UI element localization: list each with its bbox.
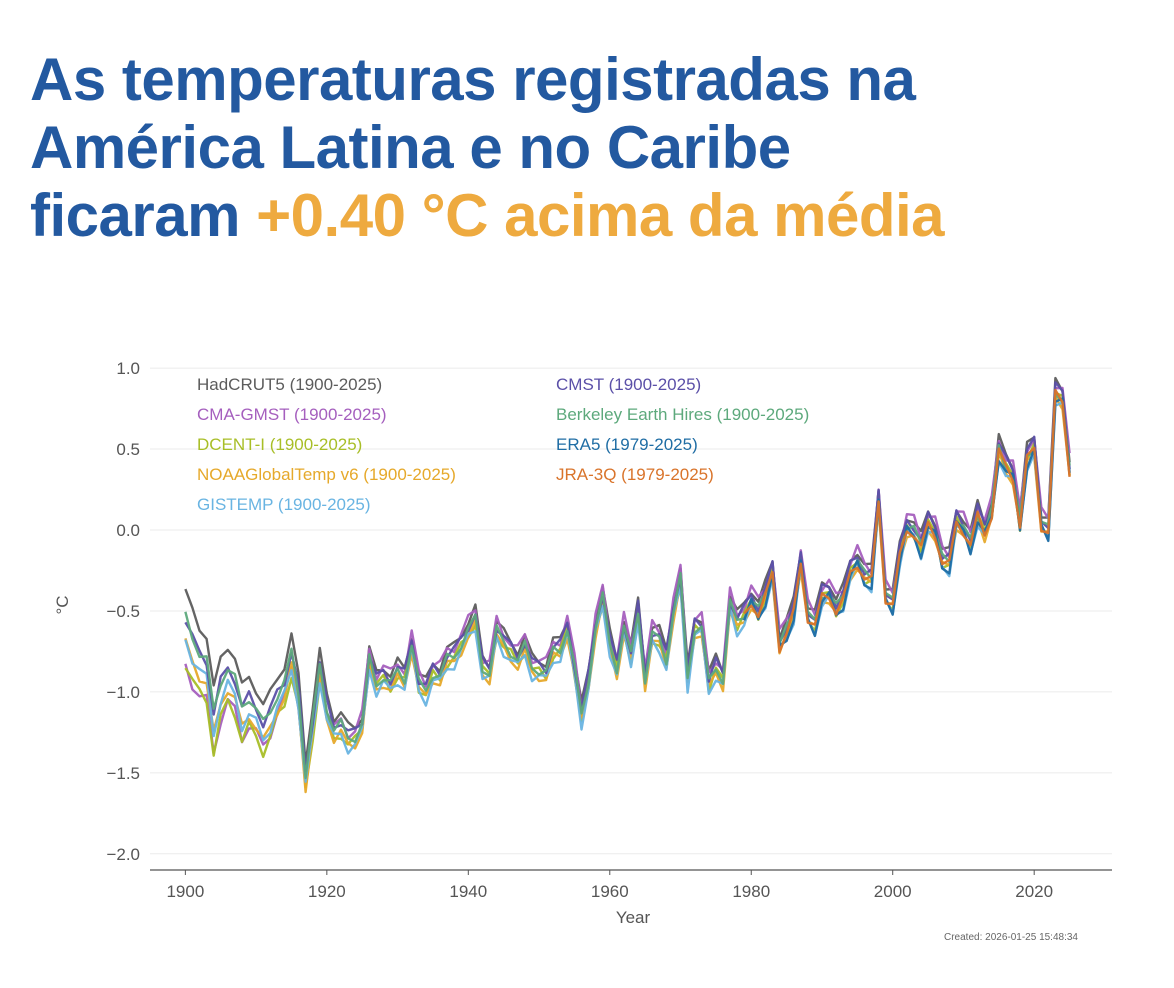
chart-grid: 1.0 0.5 0.0 −0.5 −1.0 −1.5 −2.0 (106, 359, 1112, 864)
legend-entry: JRA-3Q (1979-2025) (556, 465, 714, 484)
series-line (184, 401, 1071, 783)
series-line (743, 388, 1071, 654)
chart-axes: 1900 1920 1940 1960 1980 2000 2020 (150, 869, 1112, 901)
x-tick-label: 1920 (308, 882, 346, 901)
legend-entry: NOAAGlobalTemp v6 (1900-2025) (197, 465, 456, 484)
x-tick-label: 1900 (166, 882, 204, 901)
y-tick-label: 0.0 (116, 521, 140, 540)
x-tick-label: 2020 (1015, 882, 1053, 901)
y-tick-label: 0.5 (116, 440, 140, 459)
y-tick-label: −1.5 (106, 764, 140, 783)
headline-line-3-prefix: ficaram (30, 182, 257, 249)
legend-entry: CMA-GMST (1900-2025) (197, 405, 387, 424)
headline-line-1: As temperaturas registradas na (30, 46, 916, 113)
chart-series-lines (184, 376, 1071, 794)
legend-entry: CMST (1900-2025) (556, 375, 701, 394)
y-tick-label: 1.0 (116, 359, 140, 378)
y-tick-label: −1.0 (106, 683, 140, 702)
x-tick-label: 1940 (449, 882, 487, 901)
legend-entry: HadCRUT5 (1900-2025) (197, 375, 382, 394)
x-tick-label: 1960 (591, 882, 629, 901)
legend-entry: DCENT-I (1900-2025) (197, 435, 362, 454)
headline: As temperaturas registradas na América L… (30, 46, 1160, 250)
legend-entry: Berkeley Earth Hires (1900-2025) (556, 405, 809, 424)
temperature-chart: 1.00.50.0−0.5−1.0−1.5−2.0 1900 1920 1940 19… (53, 359, 1112, 927)
legend-entry: GISTEMP (1900-2025) (197, 495, 371, 514)
legend-entry: ERA5 (1979-2025) (556, 435, 698, 454)
headline-line-3: ficaram +0.40 °C acima da média (30, 182, 1160, 250)
created-timestamp: Created: 2026-01-25 15:48:34 (944, 932, 1078, 943)
y-tick-label: −2.0 (106, 845, 140, 864)
headline-line-2: América Latina e no Caribe (30, 114, 791, 181)
series-line (184, 395, 1071, 794)
y-axis-label: °C (53, 595, 72, 614)
x-tick-label: 2000 (874, 882, 912, 901)
x-axis-label: Year (616, 908, 651, 927)
chart-legend: HadCRUT5 (1900-2025) CMA-GMST (1900-2025)… (197, 375, 809, 514)
y-tick-label: −0.5 (106, 602, 140, 621)
headline-highlight: +0.40 °C acima da média (256, 182, 945, 249)
x-tick-label: 1980 (732, 882, 770, 901)
